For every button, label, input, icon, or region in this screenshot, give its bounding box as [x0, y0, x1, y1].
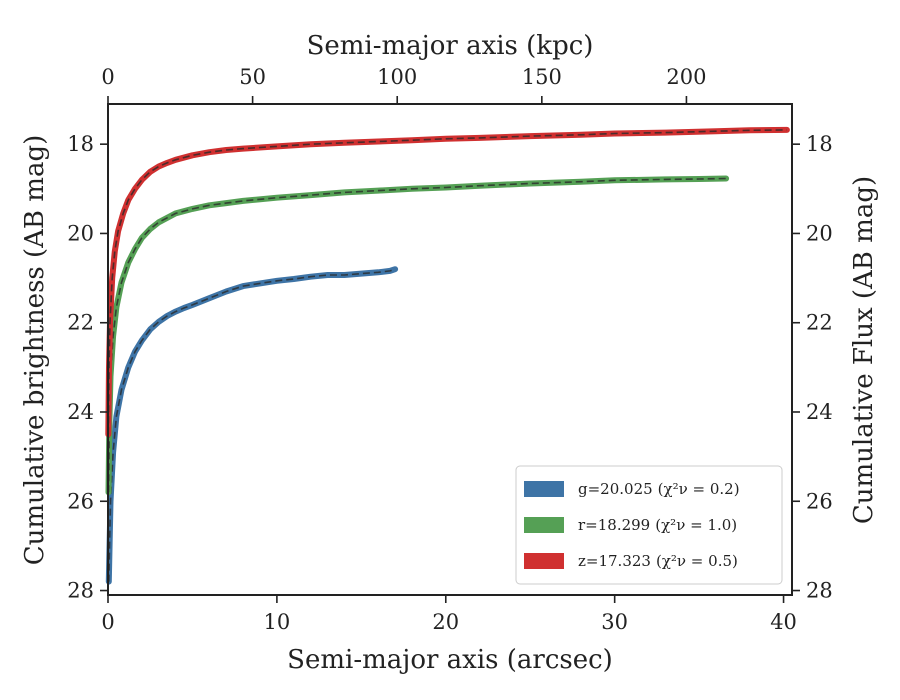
y2-tick-label: 24 [806, 400, 833, 424]
y-tick-label: 24 [67, 400, 94, 424]
x2-tick-label: 50 [239, 65, 266, 89]
legend-swatch-1 [524, 517, 564, 533]
y-tick-label: 28 [67, 579, 94, 603]
series-model-line-1 [107, 177, 727, 493]
series-band-1 [105, 175, 730, 496]
y-tick-label: 20 [67, 221, 94, 245]
y-tick-label: 22 [67, 311, 94, 335]
series-band-2 [105, 126, 790, 438]
series-model-line-0 [108, 268, 396, 582]
y-tick-label: 26 [67, 489, 94, 513]
plot-frame [107, 103, 793, 596]
x2-axis-title: Semi-major axis (kpc) [307, 31, 594, 61]
legend-label-2: z=17.323 (χ²ν = 0.5) [578, 552, 738, 570]
legend-label-0: g=20.025 (χ²ν = 0.2) [578, 480, 740, 498]
legend: g=20.025 (χ²ν = 0.2)r=18.299 (χ²ν = 1.0)z=… [515, 465, 783, 585]
y2-tick-label: 22 [806, 311, 833, 335]
y2-tick-label: 20 [806, 221, 833, 245]
legend-swatch-0 [524, 481, 564, 497]
x2-tick-label: 0 [101, 65, 114, 89]
curves-layer [105, 126, 790, 585]
legend-chi2-value: (χ²ν = 1.0) [655, 516, 737, 534]
series-model-line-2 [107, 129, 787, 435]
y-tick-label: 18 [67, 132, 94, 156]
x2-tick-label: 200 [666, 65, 706, 89]
x-tick-label: 30 [601, 610, 628, 634]
x2-tick-label: 150 [522, 65, 562, 89]
y2-axis-title: Cumulative Flux (AB mag) [849, 176, 879, 524]
series-band-0 [105, 266, 399, 585]
legend-swatch-2 [524, 553, 564, 569]
x-tick-label: 0 [101, 610, 114, 634]
legend-series-name: r=18.299 [578, 516, 650, 534]
plot-border [107, 103, 793, 596]
legend-chi2-value: (χ²ν = 0.2) [658, 480, 740, 498]
x-axis-title: Semi-major axis (arcsec) [287, 645, 613, 675]
legend-box [515, 465, 783, 585]
x-tick-label: 20 [432, 610, 459, 634]
x-tick-label: 40 [770, 610, 797, 634]
legend-series-name: z=17.323 [578, 552, 651, 570]
y2-tick-label: 26 [806, 489, 833, 513]
y2-tick-label: 28 [806, 579, 833, 603]
legend-series-name: g=20.025 [578, 480, 653, 498]
legend-label-1: r=18.299 (χ²ν = 1.0) [578, 516, 737, 534]
x-tick-label: 10 [264, 610, 291, 634]
legend-chi2-value: (χ²ν = 0.5) [656, 552, 738, 570]
y-axis-title: Cumulative brightness (AB mag) [20, 135, 50, 566]
ticks-layer: 0 10 20 30 40 0 50 100 150 200 18 18 20 20 22 22 24 24 26 2… [67, 65, 832, 634]
y2-tick-label: 18 [806, 132, 833, 156]
x2-tick-label: 100 [377, 65, 417, 89]
